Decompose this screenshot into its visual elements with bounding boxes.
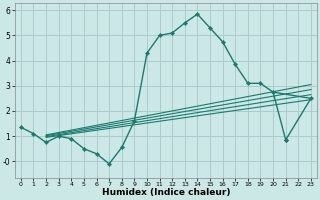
X-axis label: Humidex (Indice chaleur): Humidex (Indice chaleur) xyxy=(102,188,230,197)
